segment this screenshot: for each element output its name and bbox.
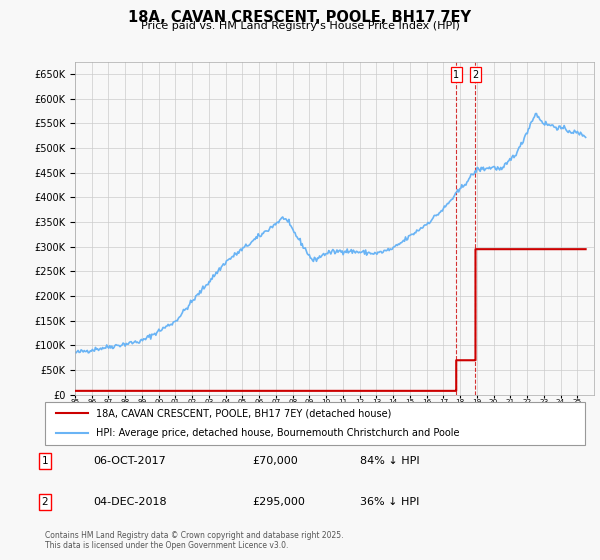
Text: 18A, CAVAN CRESCENT, POOLE, BH17 7EY: 18A, CAVAN CRESCENT, POOLE, BH17 7EY — [128, 10, 472, 25]
FancyBboxPatch shape — [45, 402, 585, 445]
Text: £70,000: £70,000 — [252, 456, 298, 466]
Text: 06-OCT-2017: 06-OCT-2017 — [93, 456, 166, 466]
Text: 36% ↓ HPI: 36% ↓ HPI — [360, 497, 419, 507]
Text: 18A, CAVAN CRESCENT, POOLE, BH17 7EY (detached house): 18A, CAVAN CRESCENT, POOLE, BH17 7EY (de… — [96, 408, 392, 418]
Text: 04-DEC-2018: 04-DEC-2018 — [93, 497, 167, 507]
Text: 84% ↓ HPI: 84% ↓ HPI — [360, 456, 419, 466]
Text: Price paid vs. HM Land Registry's House Price Index (HPI): Price paid vs. HM Land Registry's House … — [140, 21, 460, 31]
Text: 2: 2 — [472, 70, 479, 80]
Text: 2: 2 — [41, 497, 49, 507]
Text: Contains HM Land Registry data © Crown copyright and database right 2025.
This d: Contains HM Land Registry data © Crown c… — [45, 530, 343, 550]
Text: 1: 1 — [453, 70, 459, 80]
Text: £295,000: £295,000 — [252, 497, 305, 507]
Text: HPI: Average price, detached house, Bournemouth Christchurch and Poole: HPI: Average price, detached house, Bour… — [96, 428, 460, 438]
Text: 1: 1 — [41, 456, 49, 466]
